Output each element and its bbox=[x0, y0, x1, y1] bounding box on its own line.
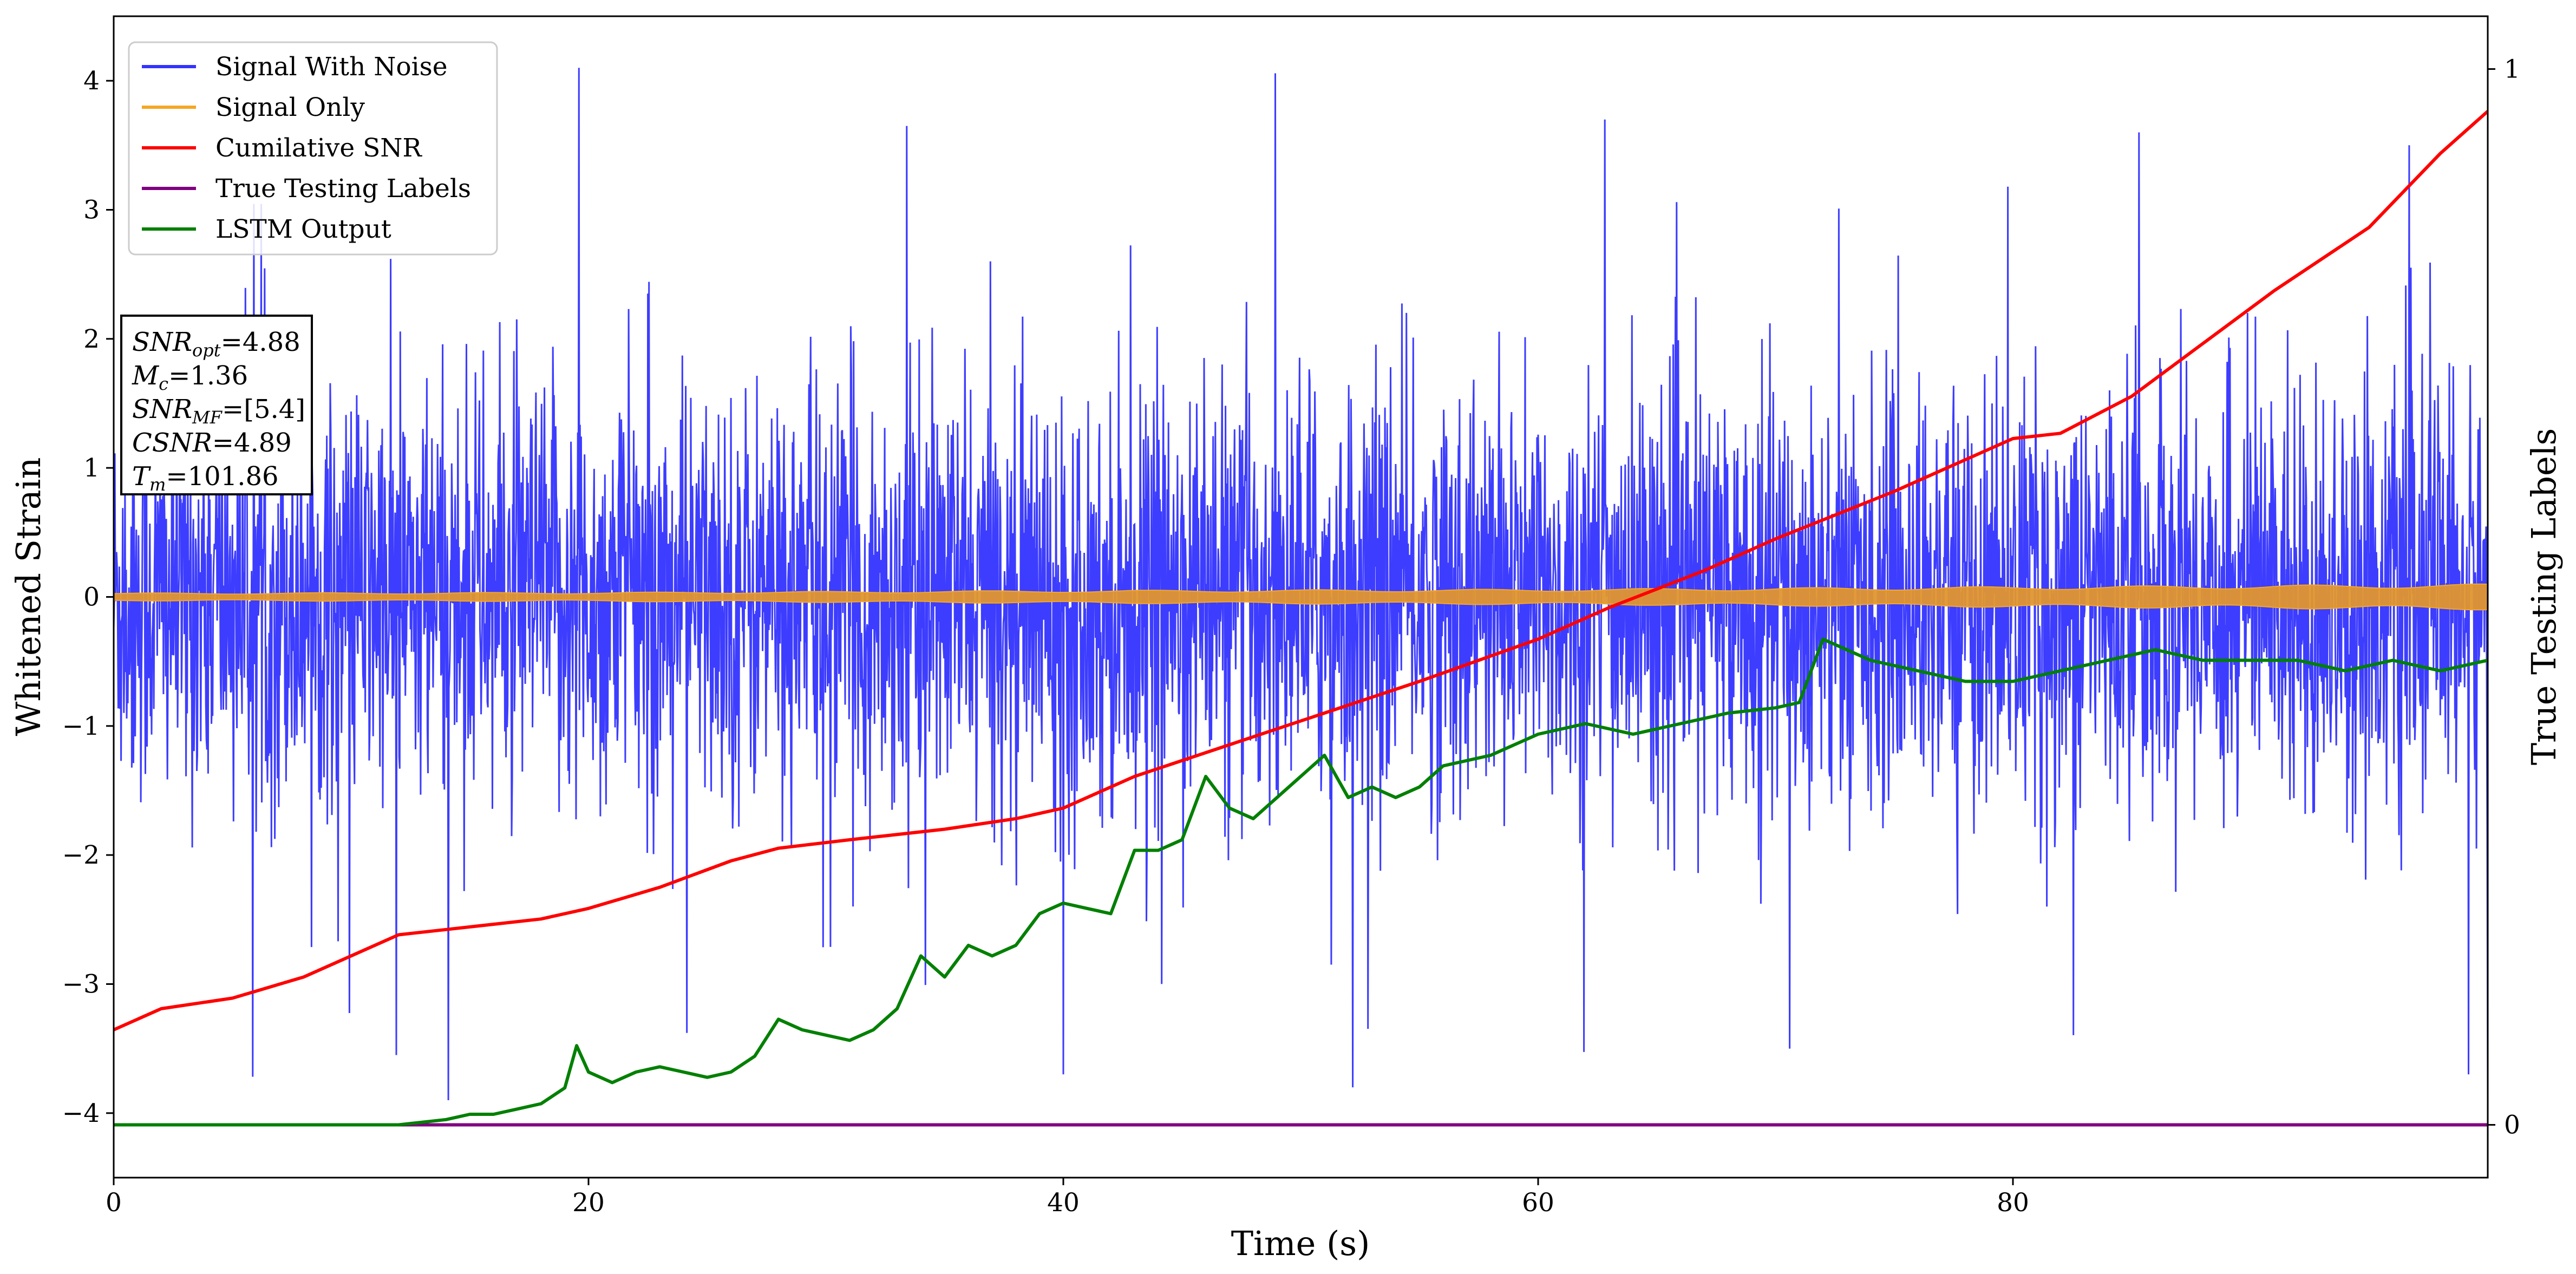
x-tick-label: 60 bbox=[1522, 1188, 1554, 1218]
series-lines-layer bbox=[114, 110, 2488, 1127]
y-tick-label: −1 bbox=[62, 711, 100, 741]
y-tick-label: −3 bbox=[62, 970, 100, 999]
series-signal-with-noise bbox=[114, 68, 2488, 1101]
y2-axis-title: True Testing Labels bbox=[2524, 428, 2564, 766]
x-tick-label: 20 bbox=[572, 1188, 605, 1218]
y-tick-label: 1 bbox=[83, 453, 100, 483]
legend-frame bbox=[128, 41, 498, 256]
info-line: SNRopt=4.88 bbox=[132, 327, 300, 361]
y-tick-label: −4 bbox=[62, 1099, 100, 1128]
info-line: Mc=1.36 bbox=[132, 361, 248, 394]
y-tick-label: −2 bbox=[62, 840, 100, 870]
legend-label: True Testing Labels bbox=[215, 174, 471, 204]
y2-tick-label: 0 bbox=[2504, 1110, 2520, 1140]
noise-trace-layer bbox=[114, 68, 2488, 1101]
series-cumilative-snr bbox=[114, 110, 2488, 1031]
x-tick-label: 40 bbox=[1047, 1188, 1080, 1218]
legend: Signal With Noise Signal Only Cumilative S… bbox=[128, 41, 498, 256]
legend-label: Signal With Noise bbox=[215, 52, 448, 82]
series-lstm-output bbox=[114, 637, 2488, 1127]
info-box-frame bbox=[120, 315, 313, 495]
x-tick-label: 80 bbox=[1997, 1188, 2029, 1218]
legend-label: Signal Only bbox=[215, 93, 365, 122]
y-tick-label: 4 bbox=[83, 66, 100, 96]
y2-tick-label: 1 bbox=[2504, 55, 2520, 84]
signal-only-layer bbox=[114, 583, 2488, 611]
info-line: CSNR=4.89 bbox=[132, 428, 292, 458]
legend-label: Cumilative SNR bbox=[215, 133, 422, 163]
legend-label: LSTM Output bbox=[215, 214, 391, 244]
y-tick-label: 3 bbox=[83, 195, 100, 225]
series-signal-only bbox=[114, 583, 2488, 611]
y-axis-title: Whitened Strain bbox=[9, 458, 48, 736]
y-tick-label: 2 bbox=[83, 324, 100, 354]
x-tick-label: 0 bbox=[106, 1188, 122, 1218]
y-tick-label: 0 bbox=[83, 583, 100, 612]
x-axis-title: Time (s) bbox=[1231, 1224, 1370, 1263]
info-line: Tm=101.86 bbox=[132, 461, 279, 495]
info-line: SNRMF=[5.4] bbox=[132, 394, 305, 428]
info-box: SNRopt=4.88Mc=1.36SNRMF=[5.4]CSNR=4.89Tm… bbox=[120, 315, 313, 495]
